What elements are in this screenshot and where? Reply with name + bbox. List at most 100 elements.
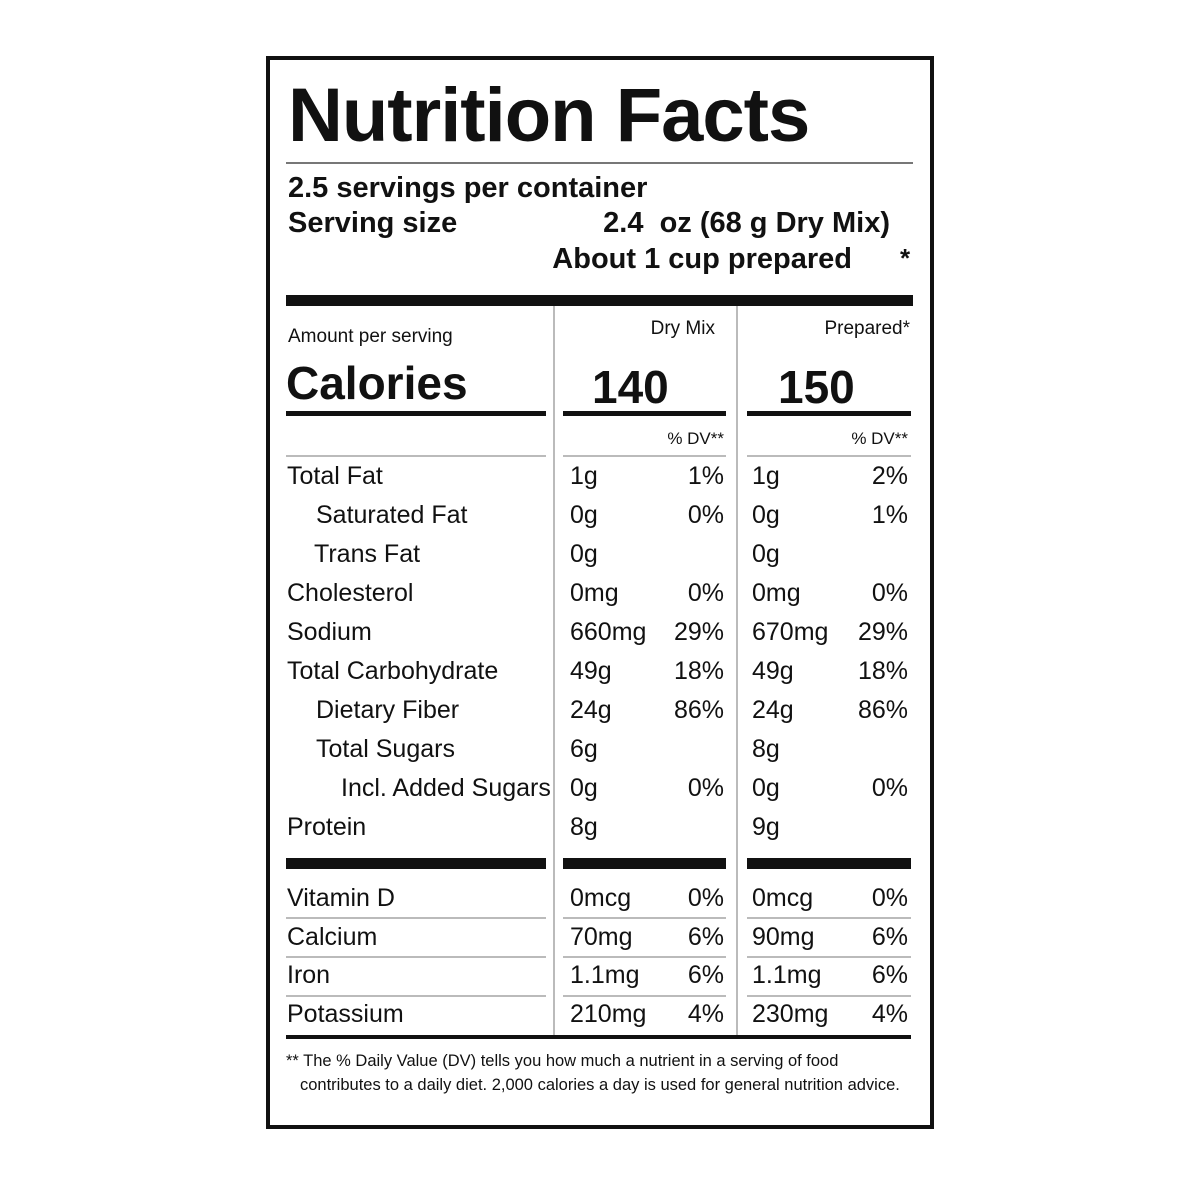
dv-header: % DV** [667, 429, 724, 448]
amount: 0g [752, 774, 780, 802]
amount: 49g [570, 657, 612, 685]
title: Nutrition Facts [288, 73, 810, 158]
amount: 1g [570, 462, 598, 490]
row-rule [747, 917, 911, 920]
rule [286, 162, 913, 164]
amount: 0g [752, 501, 780, 529]
nutrient-name: Total Fat [287, 462, 383, 490]
nutrient-name: Total Sugars [316, 735, 455, 763]
amount: 6g [570, 735, 598, 763]
nutrient-name: Potassium [287, 1000, 404, 1029]
column-header: Prepared* [824, 318, 910, 339]
calories-value: 140 [592, 361, 669, 413]
amount: 0mcg [752, 884, 814, 912]
amount: 8g [570, 813, 598, 841]
percent-dv: 29% [673, 618, 724, 646]
amount: 0mg [752, 579, 801, 607]
nutrient-name: Protein [287, 813, 367, 841]
percent-dv: 0% [871, 579, 908, 607]
percent-dv: 2% [871, 462, 908, 490]
rule [563, 411, 726, 416]
row-rule [747, 994, 911, 997]
amount: 1.1mg [570, 961, 640, 990]
thick-bar [563, 858, 726, 869]
amount: 9g [752, 813, 780, 841]
amount: 24g [570, 696, 612, 724]
percent-dv: 6% [871, 961, 908, 990]
amount: 670mg [752, 618, 829, 646]
amount-per-serving: Amount per serving [288, 326, 453, 347]
percent-dv: 0% [871, 884, 908, 912]
nutrient-name: Trans Fat [314, 540, 421, 568]
serving-size-label: Serving size [288, 207, 458, 239]
rule [747, 411, 911, 416]
percent-dv: 86% [857, 696, 908, 724]
percent-dv: 6% [687, 961, 724, 990]
nutrient-name: Saturated Fat [316, 501, 468, 529]
dv-header: % DV** [851, 429, 908, 448]
calories-value: 150 [778, 361, 855, 413]
amount: 8g [752, 735, 780, 763]
nutrient-name: Calcium [287, 922, 378, 951]
amount: 70mg [570, 922, 633, 951]
asterisk: * [900, 243, 911, 273]
servings: 2.5 servings per container [288, 172, 648, 204]
row-rule [563, 994, 726, 997]
nutrient-name: Vitamin D [287, 884, 395, 912]
amount: 230mg [752, 1000, 829, 1029]
row-rule [747, 455, 911, 457]
amount: 1.1mg [752, 961, 822, 990]
nutrient-name: Sodium [287, 618, 372, 646]
percent-dv: 18% [673, 657, 724, 685]
footnote: ** The % Daily Value (DV) tells you how … [286, 1052, 900, 1094]
thick-bar [747, 858, 911, 869]
row-rule [563, 917, 726, 920]
percent-dv: 0% [687, 774, 724, 802]
column-divider [553, 306, 555, 1037]
amount: 0g [570, 774, 598, 802]
nutrient-name: Total Carbohydrate [287, 657, 499, 685]
row-rule [286, 917, 546, 920]
percent-dv: 0% [687, 501, 724, 529]
amount: 1g [752, 462, 780, 490]
row-rule [286, 956, 546, 959]
percent-dv: 4% [687, 1000, 724, 1029]
calories-label: Calories [286, 357, 468, 409]
thick-bar [286, 295, 913, 306]
percent-dv: 4% [871, 1000, 908, 1029]
amount: 210mg [570, 1000, 647, 1029]
amount: 0mg [570, 579, 619, 607]
row-rule [747, 956, 911, 959]
amount: 660mg [570, 618, 647, 646]
nutrient-name: Dietary Fiber [316, 696, 460, 724]
percent-dv: 0% [687, 884, 724, 912]
row-rule [563, 455, 726, 457]
amount: 90mg [752, 922, 815, 951]
percent-dv: 29% [857, 618, 908, 646]
serving-size-value: 2.4 oz (68 g Dry Mix) [603, 207, 890, 239]
percent-dv: 86% [673, 696, 724, 724]
label-border [266, 56, 934, 1129]
nutrient-name: Cholesterol [287, 579, 414, 607]
row-rule [286, 455, 546, 457]
percent-dv: 0% [871, 774, 908, 802]
serving-size-prepared: About 1 cup prepared [552, 243, 852, 275]
amount: 49g [752, 657, 794, 685]
row-rule [286, 994, 546, 997]
percent-dv: 1% [871, 501, 908, 529]
percent-dv: 6% [871, 922, 908, 951]
nutrient-name: Iron [287, 961, 331, 990]
amount: 0g [570, 501, 598, 529]
thick-bar [286, 858, 546, 869]
amount: 0g [570, 540, 598, 568]
percent-dv: 6% [687, 922, 724, 951]
percent-dv: 1% [687, 462, 724, 490]
percent-dv: 18% [857, 657, 908, 685]
nutrient-name: Incl. Added Sugars [341, 774, 551, 802]
rule [286, 411, 546, 416]
row-rule [563, 956, 726, 959]
column-divider [736, 306, 738, 1037]
percent-dv: 0% [687, 579, 724, 607]
amount: 0mcg [570, 884, 632, 912]
amount: 0g [752, 540, 780, 568]
